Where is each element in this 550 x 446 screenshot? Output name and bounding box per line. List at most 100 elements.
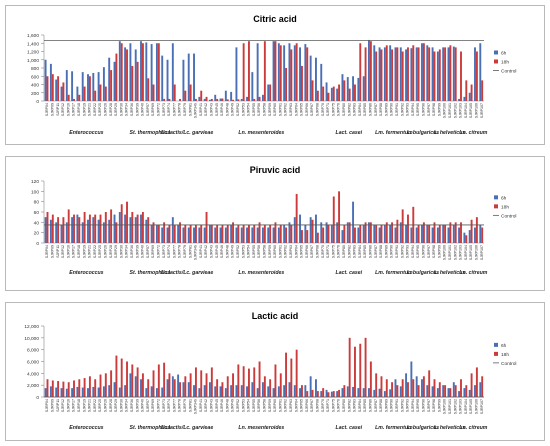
bar-18h-SJRP85	[364, 47, 367, 101]
x-tick-label: SJRP104	[464, 399, 468, 414]
bar-18h-SJRP78	[179, 382, 181, 397]
bar-6h-SJRP22	[92, 386, 95, 397]
bar-6h-SJRP28	[108, 385, 111, 397]
bar-18h-SJRP89	[385, 222, 388, 243]
bar-18h-SJRP81	[189, 84, 192, 101]
x-tick-label: SJRP88	[379, 399, 383, 412]
bar-18h-SJRP43	[210, 224, 213, 243]
bar-18h-SJRP65	[301, 230, 303, 243]
x-tick-label: SJRP67	[310, 399, 314, 412]
x-tick-label: SJRP87	[374, 399, 378, 412]
x-tick-label: SJRP40	[141, 103, 145, 116]
bar-6h-SJRP90	[389, 45, 392, 101]
x-tick-label: SJRP34	[125, 103, 129, 116]
x-tick-label: SJRP17	[72, 103, 76, 116]
legend-swatch-18h	[494, 59, 498, 64]
x-tick-label: SJRP92	[400, 103, 404, 116]
bar-6h-SJRP103	[458, 391, 461, 397]
x-tick-label: SJRP103	[459, 245, 463, 260]
bar-6h-SJRP76	[336, 222, 339, 243]
bar-18h-SJRP29	[115, 355, 118, 397]
bar-6h-SJRP09	[49, 219, 52, 243]
bar-18h-SJRP52	[237, 99, 240, 101]
x-tick-label: SJRP64	[294, 399, 298, 412]
x-tick-label: SJRP40	[141, 399, 145, 412]
x-tick-label: SJRP57	[146, 245, 150, 258]
bar-18h-SJRP79	[184, 90, 187, 101]
bar-18h-SJRP16	[67, 382, 70, 397]
x-tick-label: SJRP73	[162, 103, 166, 116]
x-tick-label: SJRP34	[125, 245, 129, 258]
bar-18h-SJRP34b	[194, 98, 197, 101]
x-tick-label: SJRP49	[231, 103, 235, 116]
x-tick-label: SJRP84	[358, 245, 362, 258]
bar-6h-SJRP12	[60, 224, 63, 243]
bar-6h-SJRP41	[198, 96, 201, 101]
bar-6h-SJRP57	[145, 42, 148, 101]
bar-18h-SJRP84	[359, 343, 362, 397]
bar-18h-SJRP28	[110, 209, 113, 243]
bar-6h-SJRP105	[468, 92, 471, 101]
x-tick-label: SJRP11	[56, 399, 60, 412]
bar-18h-SJRP67	[311, 80, 314, 101]
bar-18h-SJRP92	[401, 51, 404, 101]
x-tick-label: SJRP46	[220, 245, 224, 258]
bar-18h-SJRP64	[295, 193, 298, 243]
bar-6h-SJRP89	[383, 47, 386, 101]
bar-6h-SJRP82	[346, 222, 349, 243]
x-tick-label: SJRP91	[395, 103, 399, 116]
bar-6h-SJRP91	[394, 379, 397, 397]
x-tick-label: SJRP105	[469, 245, 473, 260]
bar-18h-SJRP87	[375, 373, 378, 397]
x-tick-label: SJRP98	[432, 103, 436, 116]
bar-6h-SJRP95	[415, 227, 418, 243]
bar-18h-SJRP102	[454, 222, 457, 243]
bar-6h-SJRP19	[81, 72, 84, 101]
bar-18h-SJRP85	[364, 337, 367, 397]
bar-18h-SJRP87	[375, 224, 378, 243]
bar-18h-SJRP60	[274, 41, 277, 101]
bar-18h-SJRP95	[417, 385, 420, 397]
bar-6h-SJRP73	[161, 55, 164, 101]
group-label: St. thermophilus	[130, 130, 171, 136]
x-tick-label: SJRP90	[390, 103, 394, 116]
bar-6h-SJRP103	[458, 227, 461, 243]
bar-6h-SJRP73	[161, 227, 164, 243]
bar-6h-SJRP87	[373, 45, 376, 101]
bar-18h-SJRP89	[385, 379, 388, 397]
bar-18h-SJRP04	[46, 76, 49, 101]
x-tick-label: SJRP22	[93, 103, 97, 116]
bar-18h-SJRP48	[226, 224, 229, 243]
bar-6h-SJRP79	[182, 227, 185, 243]
bar-18h-SJRP74	[168, 98, 171, 101]
bar-6h-SJRP85	[362, 76, 365, 101]
bar-18h-SJRP18	[78, 94, 81, 101]
bar-18h-SJRP68	[316, 90, 319, 101]
bar-18h-SJRP92	[401, 379, 404, 397]
x-tick-label: SJRP87	[374, 103, 378, 116]
x-tick-label: SJRP94	[411, 245, 415, 258]
bar-18h-SJRP80	[343, 224, 346, 243]
bar-18h-SJRP12	[62, 217, 65, 243]
bar-6h-SJRP53	[240, 385, 243, 397]
x-tick-label: SJRP86	[369, 399, 373, 412]
bar-18h-SJRP71	[327, 92, 330, 101]
bar-18h-SJRP79	[184, 376, 187, 397]
bar-6h-SJRP21	[87, 74, 89, 101]
x-tick-label: SJRP82	[347, 103, 351, 116]
bar-6h-SJRP55	[251, 227, 254, 243]
bar-6h-SJRP79	[182, 382, 185, 397]
bar-6h-SJRP19	[81, 222, 84, 243]
bar-18h-SJRP25	[99, 214, 102, 243]
x-tick-label: SJRP22	[93, 245, 97, 258]
bar-6h-SJRP54	[246, 96, 248, 101]
bar-6h-SJRP30	[118, 387, 121, 397]
x-tick-label: SJRP105	[469, 399, 473, 414]
bar-6h-SJRP60	[272, 41, 275, 101]
bar-18h-SJRP61	[279, 224, 282, 243]
bar-18h-SJRP73	[163, 222, 166, 243]
bar-18h-SJRP91	[396, 47, 399, 101]
bar-18h-SJRP29	[115, 222, 118, 243]
x-tick-label: SJRP17	[72, 245, 76, 258]
legend-swatch-6h	[494, 342, 498, 347]
